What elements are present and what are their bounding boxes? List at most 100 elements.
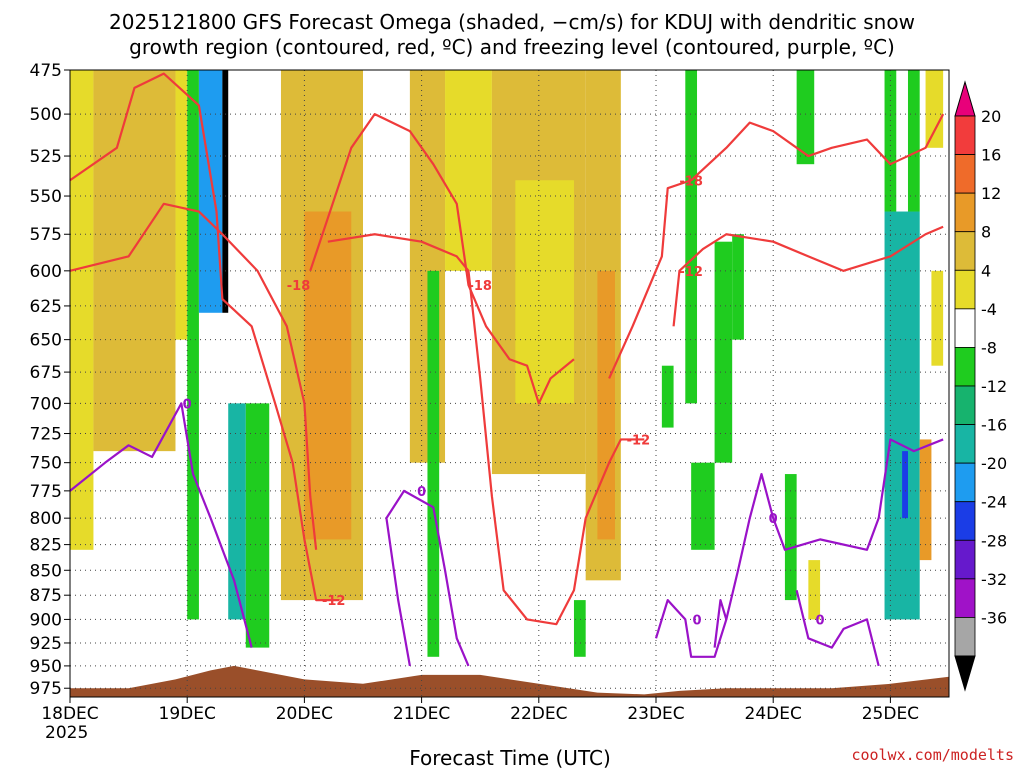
colorbar-label: 16: [981, 146, 1001, 165]
y-tick-label: 550: [30, 187, 62, 207]
colorbar-bottom-triangle: [954, 655, 976, 692]
omega-shaded-region: [691, 462, 715, 550]
x-axis: 18DEC 19DEC 20DEC 21DEC 22DEC 23DEC 24DEC 25DEC: [41, 697, 919, 724]
y-tick-label: 475: [30, 61, 62, 81]
colorbar-label: -24: [981, 493, 1007, 512]
y-tick-label: 650: [30, 331, 62, 351]
y-tick-label: 675: [30, 363, 62, 383]
dgz-contour-label: -18: [468, 279, 492, 294]
dgz-contour: [608, 113, 945, 379]
omega-shaded-region: [573, 600, 586, 657]
omega-shaded-region: [796, 70, 815, 165]
y-tick-label: 775: [30, 482, 62, 502]
colorbar-bin: [954, 192, 976, 233]
y-tick-label: 875: [30, 586, 62, 606]
freezing-contour-label: 0: [692, 613, 701, 628]
freezing-contour: [69, 402, 253, 648]
y-tick-label: 600: [30, 262, 62, 282]
plot-frame: [69, 69, 950, 698]
colorbar-label: -4: [981, 300, 997, 319]
y-tick-label: 700: [30, 394, 62, 414]
omega-shaded-region: [884, 211, 920, 620]
dgz-contour-label: -12: [627, 433, 651, 448]
colorbar-bin: [954, 462, 976, 503]
dgz-contour: [309, 112, 575, 405]
freezing-contour-label: 0: [769, 512, 778, 527]
dgz-contours: -12 -18 -18 -12 -18 -12: [69, 72, 945, 626]
omega-shaded-region: [784, 474, 797, 601]
chart-title-line-2: growth region (contoured, red, ºC) and f…: [129, 35, 895, 59]
credit-text[interactable]: coolwx.com/modelts: [851, 746, 1014, 764]
omega-shaded-region: [685, 70, 698, 404]
colorbar-bin: [954, 231, 976, 271]
colorbar-label: 4: [981, 261, 991, 280]
x-tick-label: 21DEC: [393, 704, 450, 724]
y-tick-label: 900: [30, 610, 62, 630]
dgz-contour: [327, 233, 645, 626]
freezing-contour-label: 0: [183, 397, 192, 412]
x-axis-label: Forecast Time (UTC): [409, 746, 611, 768]
freezing-level-contours: 0 0 0 0 0: [69, 397, 944, 667]
x-tick-label: 20DEC: [276, 704, 333, 724]
y-tick-label: 925: [30, 634, 62, 654]
colorbar-bin: [954, 347, 976, 387]
omega-shaded-region: [732, 234, 744, 340]
omega-shaded-region: [175, 70, 188, 340]
omega-shaded-region: [228, 403, 246, 620]
y-tick-label: 975: [30, 679, 62, 699]
y-tick-label: 525: [30, 147, 62, 167]
dgz-contour: [672, 225, 944, 327]
omega-shaded-region: [427, 270, 440, 657]
omega-shaded-region: [661, 365, 674, 428]
omega-shaded-region: [919, 439, 932, 561]
colorbar-label: 20: [981, 107, 1001, 126]
omega-shaded-region: [222, 70, 229, 313]
dgz-contour-label: -18: [287, 279, 311, 294]
colorbar-label: -8: [981, 338, 997, 357]
dgz-contour-label: -12: [679, 265, 703, 280]
omega-shaded-region: [931, 270, 944, 366]
terrain-surface: [70, 665, 949, 697]
x-tick-label: 18DEC: [41, 704, 98, 724]
omega-shaded-region: [714, 241, 733, 463]
y-tick-label: 950: [30, 657, 62, 677]
x-tick-label: 23DEC: [627, 704, 684, 724]
omega-shaded-region: [925, 70, 944, 148]
dgz-contour-label: -12: [322, 594, 346, 609]
colorbar-label: 8: [981, 223, 991, 242]
colorbar-label: -28: [981, 531, 1007, 550]
dgz-contour-label: -18: [679, 174, 703, 189]
y-tick-label: 800: [30, 509, 62, 529]
colorbar-label: 12: [981, 184, 1001, 203]
y-tick-label: 625: [30, 297, 62, 317]
omega-shaded-region: [445, 70, 492, 271]
colorbar-bin: [954, 424, 976, 464]
y-axis: 475 500 525 550 575 600 625 650 675 700 725 750 775 8…: [30, 61, 70, 699]
y-tick-label: 500: [30, 105, 62, 125]
colorbar-bin: [954, 308, 976, 348]
colorbar-label: -36: [981, 608, 1007, 627]
colorbar-bin: [954, 617, 976, 657]
y-tick-label: 575: [30, 225, 62, 245]
omega-shaded-region: [597, 270, 615, 540]
omega-shaded-region: [70, 70, 94, 550]
omega-shaded-region: [304, 211, 352, 540]
freezing-contour: [385, 489, 470, 667]
colorbar-bin: [954, 501, 976, 541]
y-tick-label: 850: [30, 561, 62, 581]
terrain-fill: [70, 665, 949, 697]
freezing-contour: [725, 438, 944, 620]
omega-shaded-region: [187, 70, 199, 620]
freezing-contour: [795, 590, 880, 667]
y-tick-label: 725: [30, 425, 62, 445]
x-tick-label: 19DEC: [159, 704, 216, 724]
omega-shaded-region: [907, 70, 920, 212]
colorbar-label: -12: [981, 377, 1007, 396]
x-tick-label: 24DEC: [745, 704, 802, 724]
omega-shaded-region: [515, 180, 574, 404]
x-tick-label: 25DEC: [862, 704, 919, 724]
freezing-contour-label: 0: [816, 613, 825, 628]
x-tick-label: 22DEC: [510, 704, 567, 724]
colorbar-bin: [954, 578, 976, 618]
